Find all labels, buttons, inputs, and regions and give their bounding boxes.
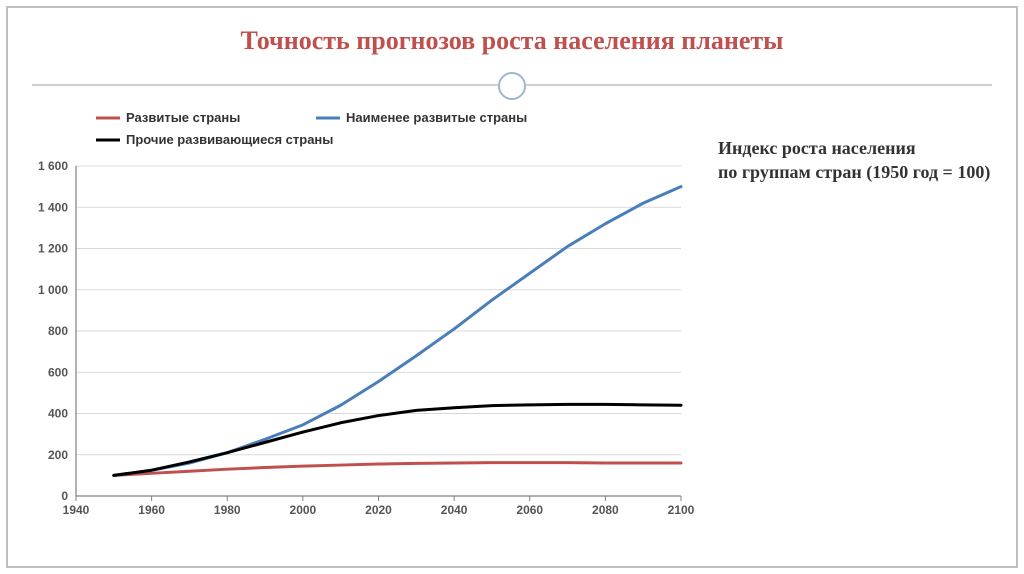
svg-text:200: 200	[48, 448, 68, 462]
svg-text:1940: 1940	[63, 503, 90, 517]
svg-text:Наименее развитые страны: Наименее развитые страны	[346, 110, 527, 125]
svg-text:2000: 2000	[290, 503, 317, 517]
svg-text:2060: 2060	[516, 503, 543, 517]
subtitle-line2: по группам стран (1950 год = 100)	[718, 160, 1000, 184]
svg-text:800: 800	[48, 324, 68, 338]
slide-frame: Точность прогнозов роста населения плане…	[6, 6, 1018, 568]
svg-text:1 600: 1 600	[38, 159, 68, 173]
svg-text:2080: 2080	[592, 503, 619, 517]
svg-text:2100: 2100	[668, 503, 695, 517]
svg-text:1960: 1960	[138, 503, 165, 517]
content-row: 0 200 400 600 800 1 000 1 200 1 400 1 600 1940 196…	[8, 106, 1016, 526]
svg-text:600: 600	[48, 365, 68, 379]
svg-text:Прочие развивающиеся страны: Прочие развивающиеся страны	[126, 132, 333, 147]
subtitle-line1: Индекс роста населения	[718, 136, 1000, 160]
chart-svg: 0 200 400 600 800 1 000 1 200 1 400 1 600 1940 196…	[16, 106, 696, 526]
svg-text:0: 0	[61, 489, 68, 503]
svg-text:2020: 2020	[365, 503, 392, 517]
divider-circle-icon	[498, 72, 526, 100]
svg-text:1 400: 1 400	[38, 200, 68, 214]
svg-text:Развитые страны: Развитые страны	[126, 110, 240, 125]
svg-text:1 000: 1 000	[38, 283, 68, 297]
divider	[8, 66, 1016, 106]
population-growth-chart: 0 200 400 600 800 1 000 1 200 1 400 1 600 1940 196…	[16, 106, 696, 526]
svg-text:1 200: 1 200	[38, 242, 68, 256]
chart-column: 0 200 400 600 800 1 000 1 200 1 400 1 600 1940 196…	[16, 106, 696, 526]
slide-title: Точность прогнозов роста населения плане…	[8, 8, 1016, 66]
side-column: Индекс роста населения по группам стран …	[696, 106, 1000, 526]
svg-text:400: 400	[48, 407, 68, 421]
svg-text:2040: 2040	[441, 503, 468, 517]
svg-text:1980: 1980	[214, 503, 241, 517]
